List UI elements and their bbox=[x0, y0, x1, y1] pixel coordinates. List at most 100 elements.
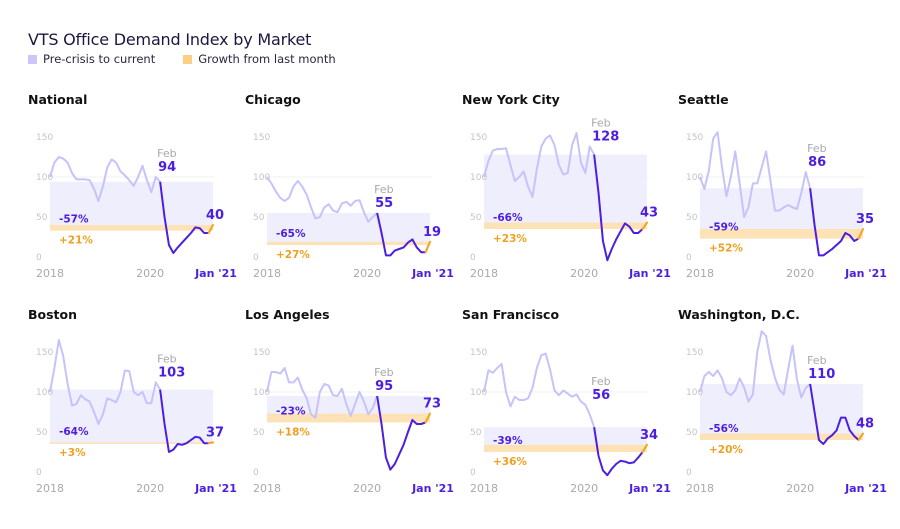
feb-value-label: 94 bbox=[158, 160, 176, 175]
end-value-label: 40 bbox=[206, 208, 224, 223]
growth-segment bbox=[424, 412, 431, 424]
growth-label: +27% bbox=[276, 249, 310, 261]
pct-change-label: -57% bbox=[59, 214, 89, 226]
feb-label: Feb bbox=[374, 183, 393, 196]
end-value-label: 37 bbox=[206, 425, 224, 440]
x-label-start: 2018 bbox=[686, 482, 714, 495]
y-tick-label: 150 bbox=[470, 133, 487, 143]
x-label-mid: 2020 bbox=[786, 482, 814, 495]
y-tick-label: 100 bbox=[36, 388, 53, 398]
growth-band bbox=[484, 222, 647, 229]
y-tick-label: 0 bbox=[253, 253, 259, 263]
post-crisis-line bbox=[376, 212, 426, 257]
x-label-start: 2018 bbox=[470, 267, 498, 280]
pct-change-label: -66% bbox=[493, 212, 523, 224]
feb-value-label: 55 bbox=[375, 196, 393, 211]
pct-change-label: -39% bbox=[493, 435, 523, 447]
y-tick-label: 50 bbox=[253, 428, 265, 438]
chart-panel: Washington, D.C. 0 50 100 150 Feb 110 48 -56% +20… bbox=[678, 307, 888, 517]
growth-segment bbox=[207, 224, 214, 234]
growth-band bbox=[700, 433, 863, 440]
growth-band bbox=[267, 241, 430, 245]
chart-title: San Francisco bbox=[462, 307, 560, 322]
growth-band bbox=[50, 442, 213, 444]
y-tick-label: 100 bbox=[470, 388, 487, 398]
x-label-start: 2018 bbox=[253, 482, 281, 495]
post-crisis-line bbox=[593, 427, 644, 477]
x-label-mid: 2020 bbox=[353, 267, 381, 280]
feb-value-label: 128 bbox=[592, 130, 619, 145]
y-tick-label: 150 bbox=[253, 348, 270, 358]
feb-label: Feb bbox=[157, 352, 176, 365]
growth-band bbox=[267, 413, 430, 423]
y-tick-label: 0 bbox=[686, 468, 692, 478]
feb-label: Feb bbox=[374, 366, 393, 379]
end-value-label: 35 bbox=[856, 212, 874, 227]
feb-value-label: 110 bbox=[808, 367, 835, 382]
feb-label: Feb bbox=[591, 375, 610, 388]
growth-label: +21% bbox=[59, 235, 93, 247]
x-label-mid: 2020 bbox=[570, 267, 598, 280]
growth-label: +20% bbox=[709, 444, 743, 456]
y-tick-label: 50 bbox=[470, 213, 482, 223]
x-label-end: Jan '21 bbox=[411, 482, 454, 495]
growth-label: +23% bbox=[493, 233, 527, 245]
legend: Pre-crisis to current Growth from last m… bbox=[28, 52, 336, 66]
legend-label: Growth from last month bbox=[198, 52, 336, 66]
y-tick-label: 0 bbox=[253, 468, 259, 478]
x-label-start: 2018 bbox=[470, 482, 498, 495]
post-crisis-line bbox=[809, 383, 860, 445]
pct-change-label: -65% bbox=[276, 228, 306, 240]
y-tick-label: 50 bbox=[36, 428, 48, 438]
chart-panel: Los Angeles 0 50 100 150 Feb 95 73 -23% +18% 2018 2… bbox=[245, 307, 455, 517]
growth-band bbox=[700, 229, 863, 239]
feb-label: Feb bbox=[807, 354, 826, 367]
pre-crisis-line bbox=[483, 352, 596, 428]
y-tick-label: 50 bbox=[253, 213, 265, 223]
chart-title: New York City bbox=[462, 92, 560, 107]
page-title: VTS Office Demand Index by Market bbox=[28, 30, 312, 49]
feb-label: Feb bbox=[157, 147, 176, 160]
y-tick-label: 100 bbox=[253, 173, 270, 183]
growth-segment bbox=[857, 432, 864, 441]
y-tick-label: 150 bbox=[36, 133, 53, 143]
legend-swatch-purple bbox=[28, 54, 37, 64]
legend-item-pre-crisis: Pre-crisis to current bbox=[28, 52, 155, 66]
pre-crisis-line bbox=[483, 132, 596, 198]
x-label-start: 2018 bbox=[253, 267, 281, 280]
chart-panel: Boston 0 50 100 150 Feb 103 37 -64% +3% 2018 2020 Ja… bbox=[28, 307, 238, 517]
x-label-mid: 2020 bbox=[136, 482, 164, 495]
growth-segment bbox=[641, 221, 648, 230]
pre-crisis-band bbox=[267, 213, 430, 245]
growth-label: +18% bbox=[276, 426, 310, 438]
chart-title: Boston bbox=[28, 307, 78, 322]
end-value-label: 48 bbox=[856, 417, 874, 432]
y-tick-label: 100 bbox=[36, 173, 53, 183]
post-crisis-line bbox=[376, 395, 426, 471]
x-label-end: Jan '21 bbox=[844, 267, 887, 280]
y-tick-label: 150 bbox=[36, 348, 53, 358]
chart-panel: National 0 50 100 150 Feb 94 40 -57% +21% 2018 2020… bbox=[28, 92, 238, 302]
y-tick-label: 150 bbox=[253, 133, 270, 143]
end-value-label: 43 bbox=[640, 206, 658, 221]
growth-label: +3% bbox=[59, 447, 86, 459]
pre-crisis-line bbox=[266, 367, 379, 419]
legend-label: Pre-crisis to current bbox=[43, 52, 156, 66]
growth-band bbox=[50, 225, 213, 231]
x-label-end: Jan '21 bbox=[194, 482, 237, 495]
y-tick-label: 100 bbox=[686, 388, 703, 398]
x-label-end: Jan '21 bbox=[194, 267, 237, 280]
y-tick-label: 50 bbox=[36, 213, 48, 223]
chart-panel: Chicago 0 50 100 150 Feb 55 19 -65% +27% 2018 2020 J… bbox=[245, 92, 455, 302]
y-tick-label: 100 bbox=[470, 173, 487, 183]
end-value-label: 34 bbox=[640, 428, 658, 443]
growth-segment bbox=[207, 441, 214, 445]
pre-crisis-band bbox=[50, 181, 213, 231]
chart-panel: New York City 0 50 100 150 Feb 128 43 -66% +23% 20… bbox=[462, 92, 672, 302]
